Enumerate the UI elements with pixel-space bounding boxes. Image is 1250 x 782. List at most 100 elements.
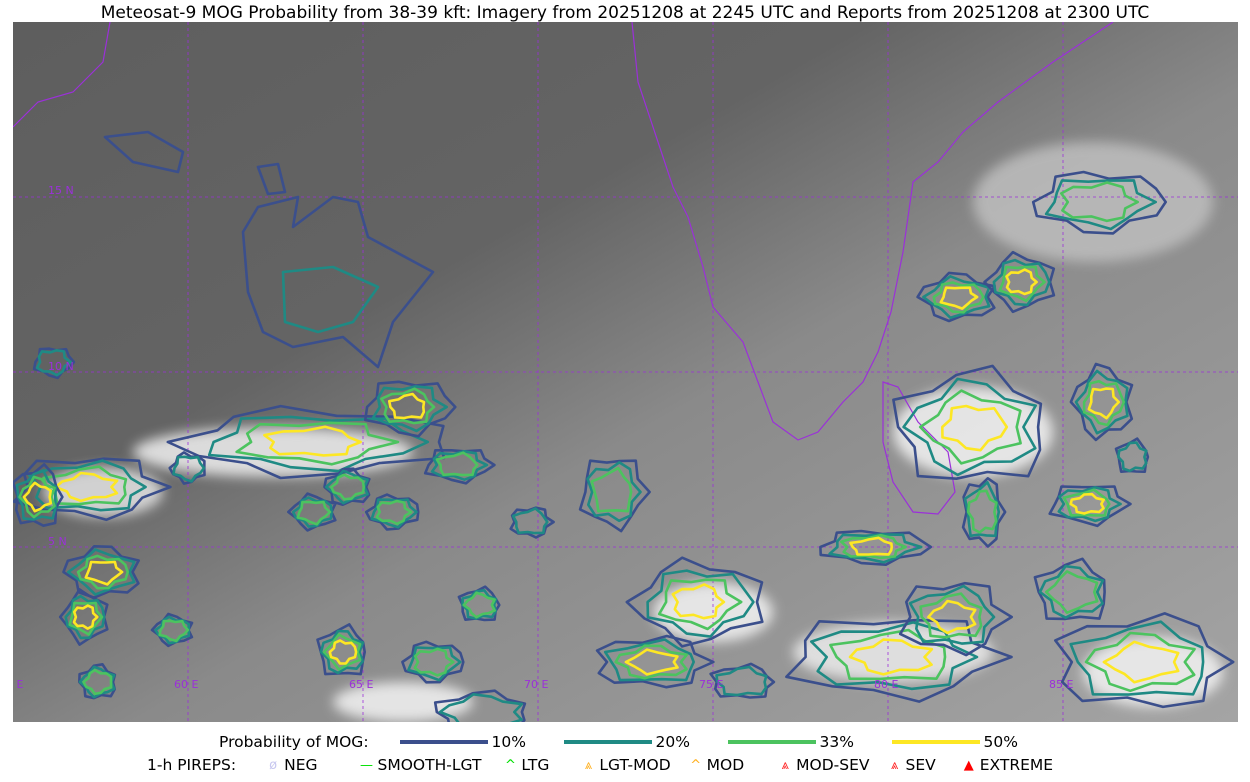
lon-label: 85 E [1049, 678, 1073, 691]
legend-item-33: 33% [727, 733, 892, 751]
contour-10pct [256, 162, 287, 196]
caret-bar-icon: ⩓ [584, 757, 593, 773]
contour-10pct [62, 545, 140, 599]
contour-20pct [281, 265, 380, 334]
contour-20pct [715, 665, 768, 697]
contour-20pct [1074, 369, 1129, 435]
contour-20pct [407, 646, 462, 682]
graticule [13, 22, 1238, 722]
contour-33pct [76, 554, 129, 590]
contour-33pct [375, 499, 413, 526]
legend-label: SMOOTH-LGT [377, 756, 482, 774]
contour-10pct [1069, 362, 1134, 442]
contour-20pct [646, 569, 755, 638]
satellite-map: 15 N 10 N 5 N 55 E 60 E 65 E 70 E 75 E 8… [13, 22, 1238, 722]
contour-10pct [509, 506, 555, 539]
contour-33pct [158, 619, 190, 643]
legend-title: 1-h PIREPS: [147, 756, 237, 774]
contour-20pct [1044, 179, 1157, 231]
contour-50pct [388, 392, 426, 420]
contour-33pct [380, 387, 436, 425]
contour-20pct [1117, 441, 1148, 473]
legend-item-10: 10% [399, 733, 564, 751]
contour-20pct [438, 693, 524, 722]
lat-label: 15 N [48, 184, 74, 197]
contour-50pct [22, 481, 53, 513]
pirep-legend: 1-h PIREPS: ø NEG — SMOOTH-LGT ^ LTG ⩓ LGT-M… [0, 756, 1250, 774]
contour-33pct [1084, 631, 1196, 693]
contour-10pct [433, 689, 527, 722]
legend-title: Probability of MOG: [219, 733, 369, 751]
legend-label: 50% [983, 733, 1018, 751]
contour-20pct [1057, 486, 1122, 523]
caret-icon: ^ [504, 757, 516, 773]
contour-33pct [413, 647, 455, 677]
contour-20pct [64, 594, 106, 640]
contour-20pct [78, 665, 116, 699]
swatch [399, 740, 488, 744]
legend-label: SEV [905, 756, 936, 774]
legend-label: MOD-SEV [796, 756, 870, 774]
contour-20pct [371, 385, 448, 433]
contour-50pct [1069, 492, 1105, 515]
filled-triangle-icon: ▲ [963, 757, 974, 773]
contour-20pct [810, 621, 979, 691]
contour-10pct [892, 364, 1043, 480]
contour-10pct [578, 459, 651, 533]
contour-20pct [35, 349, 72, 377]
contour-10pct [423, 449, 496, 485]
swatch [727, 740, 816, 744]
contour-50pct [624, 648, 679, 676]
contour-20pct [430, 450, 489, 481]
contour-33pct [296, 500, 332, 526]
contour-10pct [323, 467, 371, 506]
swatch [891, 740, 980, 744]
contour-50pct [939, 286, 979, 310]
contour-20pct [922, 275, 991, 319]
contour-10pct [819, 529, 933, 566]
contour-50pct [927, 599, 977, 635]
contour-33pct [1044, 570, 1099, 614]
contour-10pct [898, 581, 1013, 657]
contour-33pct [322, 633, 362, 671]
legend-label: 33% [819, 733, 854, 751]
lon-label: 60 E [174, 678, 198, 691]
contour-33pct [998, 265, 1046, 303]
contour-20pct [319, 629, 365, 675]
legend-label: LTG [521, 756, 550, 774]
legend-label: MOD [706, 756, 745, 774]
contour-33pct [82, 668, 113, 696]
contour-33pct [614, 644, 689, 680]
contour-20pct [902, 377, 1037, 477]
contour-50pct [1005, 268, 1038, 296]
contour-50pct [849, 536, 893, 556]
contour-50pct [671, 583, 726, 620]
contour-50pct [1102, 640, 1180, 684]
lon-label: 80 E [874, 678, 898, 691]
lon-label: 65 E [349, 678, 373, 691]
legend-label: LGT-MOD [599, 756, 671, 774]
lon-label: 55 E [13, 678, 23, 691]
contour-20pct [67, 548, 136, 596]
legend-label: 20% [655, 733, 690, 751]
legend-label: EXTREME [979, 756, 1054, 774]
contour-10pct [785, 618, 1013, 703]
legend-label: 10% [491, 733, 526, 751]
contour-20pct [828, 533, 923, 564]
contour-20pct [992, 258, 1051, 307]
line-icon: — [360, 757, 374, 773]
contour-10pct [625, 556, 764, 648]
double-caret-icon: ⩓ [890, 757, 899, 773]
contour-20pct [1038, 564, 1105, 619]
contour-50pct [72, 604, 99, 630]
mog-contours [13, 130, 1235, 722]
contour-33pct [590, 466, 633, 513]
legend-label: NEG [284, 756, 318, 774]
contour-50pct [941, 404, 1009, 452]
contour-33pct [1062, 488, 1111, 517]
contour-33pct [68, 601, 104, 636]
contour-20pct [603, 638, 695, 682]
contour-33pct [235, 421, 400, 466]
contour-33pct [932, 281, 985, 314]
contour-10pct [364, 380, 457, 438]
